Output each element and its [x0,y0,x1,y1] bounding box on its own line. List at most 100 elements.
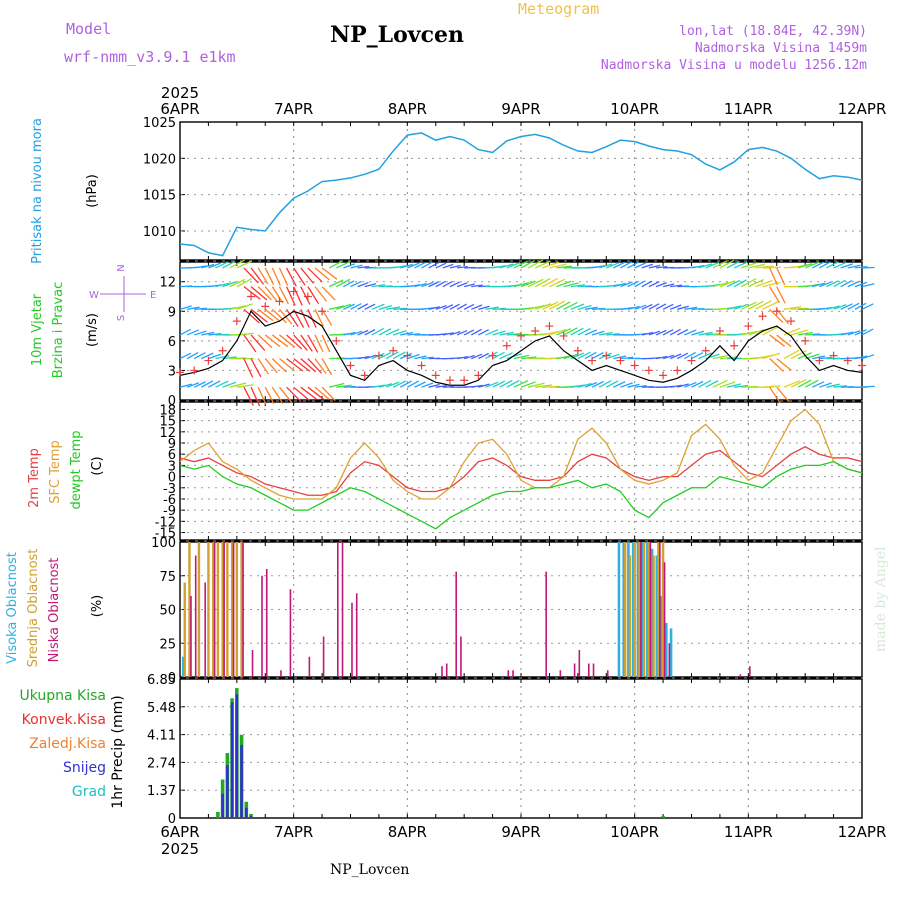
year-top-label: 2025 [161,84,199,102]
wind-barb [385,306,401,310]
wind-barb [733,279,747,288]
wind-barb [655,266,668,269]
cloud-bar [265,569,268,677]
temp-ylabel-2m: 2m Temp [27,448,42,508]
cloud-bar [351,602,353,677]
model-elevation-label: Nadmorska Visina u modelu 1256.12m [600,58,867,73]
wind-barb [456,329,468,336]
x-bottom-label: 10APR [610,823,659,841]
wind-barb [414,381,426,388]
pressure-units: (hPa) [85,174,100,208]
temp-ylabel-sfc: SFC Temp [48,440,63,504]
wind-barb [343,280,355,288]
cloud-bar [652,555,655,677]
wind-barb [676,329,689,336]
wind-barb [634,385,647,388]
wind-barb [293,386,310,402]
wind-barb [748,263,765,269]
model-name: wrf-nmm_v3.9.1 e1km [64,48,236,66]
wind-barb [421,281,434,288]
wind-barb [193,352,206,360]
wind-barb [797,331,813,336]
x-bottom-label: 12APR [838,823,887,841]
wind-barb [613,282,626,288]
cloud-bar [650,548,654,677]
wind-barb [201,263,215,269]
cloud-bar [617,542,621,677]
wind-barb [201,352,214,360]
wind-gust-mark [616,356,625,365]
wind-barb [463,354,475,360]
cloud-bar [460,636,462,677]
wind-barb [442,280,453,288]
wind-barb [584,351,597,360]
wind-barb [215,282,230,288]
wind-barb [343,263,356,269]
wind-barb [222,281,237,288]
wind-barb [378,383,393,388]
wind-gust-mark [176,368,184,377]
wind-barb [669,328,681,336]
wind-barb [854,355,868,360]
wind-barb [186,306,200,310]
wind-barb [549,263,567,269]
cloud-bar [588,663,590,677]
wind-barb [712,379,728,388]
wind-barb [549,300,566,310]
cloud-bar [188,542,191,677]
wind-barb [385,381,400,388]
wind-barb [762,266,781,269]
wind-barb [194,330,207,336]
wind-barb [577,382,592,388]
wind-barb [577,304,592,310]
wind-barb [243,308,260,324]
wind-barb [591,307,605,310]
y-tick-label: 4.11 [147,729,176,744]
y-tick-label: -6 [163,493,176,508]
wind-barb [776,358,792,371]
y-tick-label: 1010 [143,225,176,240]
wind-barb [314,286,328,302]
wind-barb [307,286,320,304]
wind-barb [378,304,393,310]
wind-barb [499,263,514,269]
wind-barb [570,327,584,336]
wind-barb [492,330,506,336]
wind-barb [428,383,440,388]
wind-barb [769,358,784,372]
wind-barb [400,331,414,336]
wind-barb [684,306,698,310]
wind-barb [357,281,369,288]
wind-barb [513,354,530,360]
wind-gust-mark [332,336,341,345]
wind-barb [726,305,741,310]
y-tick-label: 75 [159,570,176,585]
wind-gust-mark [488,351,497,360]
wind-barb [336,303,352,310]
wind-barb [598,263,613,269]
wind-barb [719,381,736,388]
wind-barb [449,303,460,310]
wind-barb [456,265,469,269]
wind-barb [769,286,780,303]
wind-barb [826,383,840,388]
wind-barb [428,306,440,310]
cloud-bar [261,575,263,677]
wind-barb [414,282,427,288]
wind-barb [257,308,274,322]
cloud-bar [622,542,625,677]
x-bottom-label: 11APR [724,823,773,841]
wind-barb [264,267,275,285]
precip-legend-item: Konvek.Kisa [22,712,106,728]
wind-barb [385,328,400,336]
wind-barb [208,380,221,388]
cloud-bar [232,542,235,677]
wind-gust-mark [630,361,639,370]
wind-barb [336,260,351,269]
compass-north: N [116,264,127,271]
cloud-bar [211,542,215,677]
wind-barb [293,358,311,372]
wind-barb [698,379,712,388]
wind-barb [435,280,447,288]
